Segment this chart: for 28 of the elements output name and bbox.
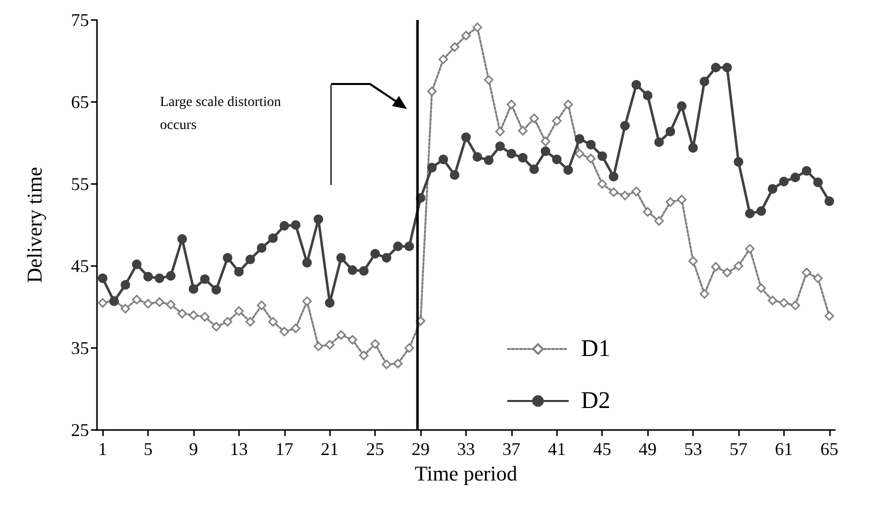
y-axis-title: Delivery time: [22, 166, 46, 284]
x-tick-label: 5: [144, 439, 153, 459]
x-tick-label: 37: [502, 439, 520, 459]
y-tick-label: 35: [71, 338, 89, 358]
annotation: Large scale distortion occurs: [160, 95, 285, 133]
y-tick-label: 65: [71, 92, 89, 112]
y-tick-label: 55: [71, 174, 89, 194]
x-tick-label: 1: [98, 439, 108, 459]
y-tick-label: 45: [71, 256, 89, 276]
x-tick-label: 65: [820, 439, 838, 459]
y-tick-label: 25: [71, 420, 89, 440]
x-tick-label: 45: [593, 439, 612, 459]
y-tick-label: 75: [71, 10, 89, 30]
x-tick-label: 9: [189, 439, 198, 459]
x-tick-label: 17: [275, 439, 294, 459]
x-axis-title: Time period: [414, 461, 518, 486]
x-tick-label: 57: [729, 439, 748, 459]
x-tick-label: 53: [684, 439, 702, 459]
x-tick-label: 61: [774, 439, 793, 459]
x-tick-label: 25: [366, 439, 384, 459]
x-tick-label: 49: [638, 439, 657, 459]
legend-label: D2: [581, 388, 610, 414]
x-tick-label: 41: [548, 439, 566, 459]
legend-label: D1: [581, 336, 610, 362]
x-tick-label: 13: [230, 439, 248, 459]
x-tick-label: 21: [320, 439, 339, 459]
x-tick-label: 29: [412, 439, 430, 459]
x-tick-label: 33: [457, 439, 475, 459]
